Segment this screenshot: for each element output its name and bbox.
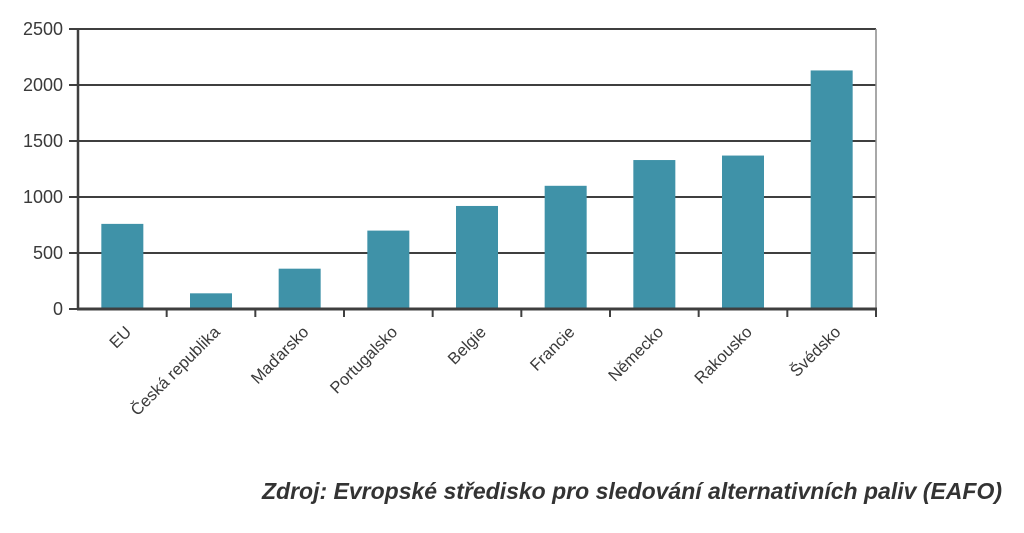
bar: [367, 230, 410, 309]
x-axis-label: Portugalsko: [327, 323, 401, 397]
bar: [456, 205, 498, 309]
bar: [633, 160, 676, 309]
y-axis-tick-label: 1500: [23, 131, 63, 151]
y-axis-tick-label: 2500: [23, 19, 63, 39]
source-caption: Zdroj: Evropské středisko pro sledování …: [261, 478, 1002, 504]
y-axis-tick-label: 2000: [23, 75, 63, 95]
x-axis-label: Rakousko: [691, 323, 756, 388]
x-axis-label: Švédsko: [786, 322, 844, 380]
y-axis-tick-label: 0: [53, 299, 63, 319]
y-axis-tick-label: 500: [33, 243, 63, 263]
bar: [544, 185, 587, 309]
x-axis-label: Česká republika: [127, 322, 225, 420]
x-axis-label: EU: [106, 323, 135, 352]
y-axis-tick-label: 1000: [23, 187, 63, 207]
bar: [810, 70, 853, 309]
x-axis-label: Francie: [527, 323, 579, 375]
x-axis-label: Maďarsko: [248, 323, 313, 388]
bar: [101, 223, 144, 309]
bar-chart-figure: 0 500 1000 1500 2000 2500 EU Česká republika Maď…: [23, 19, 877, 420]
bar: [278, 268, 321, 309]
bar: [722, 155, 764, 309]
bar: [190, 293, 232, 309]
x-axis-label: Belgie: [445, 323, 490, 368]
x-axis-label: Německo: [605, 323, 667, 385]
